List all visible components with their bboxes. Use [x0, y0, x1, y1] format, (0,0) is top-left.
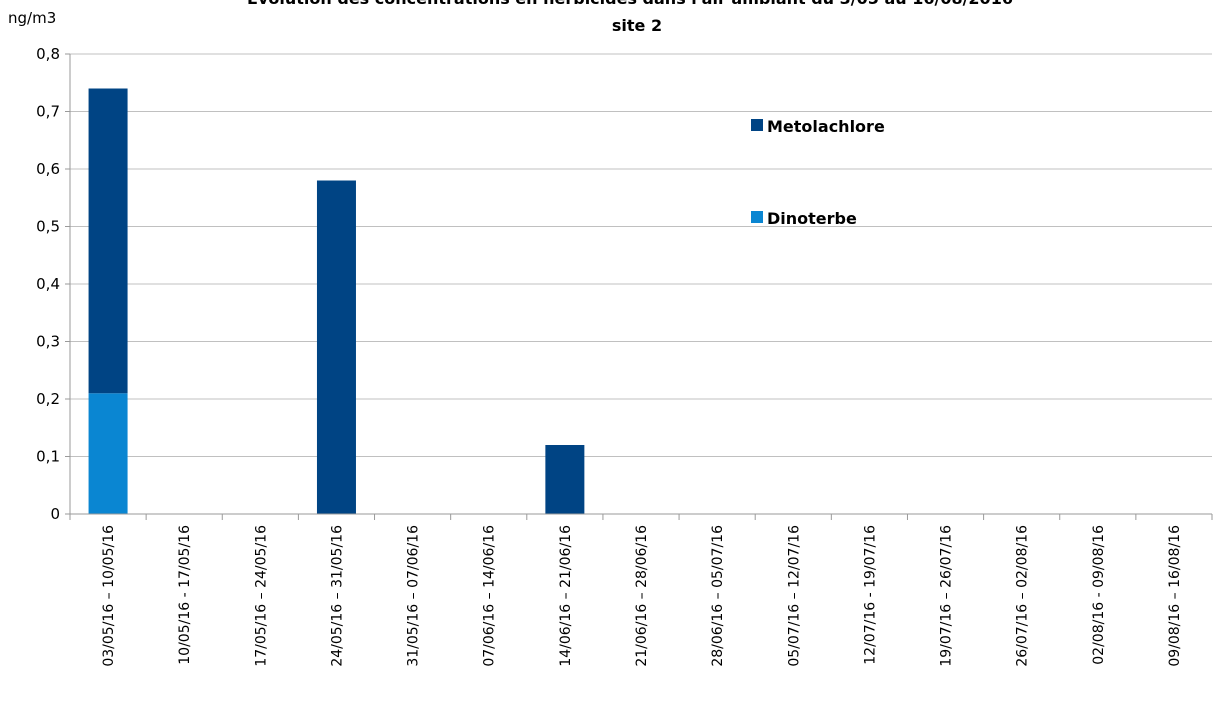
- x-tick-label: 09/08/16 – 16/08/16: [1167, 525, 1183, 667]
- y-tick-label: 0,4: [36, 275, 60, 293]
- x-tick-label: 12/07/16 - 19/07/16: [862, 525, 878, 665]
- chart-subtitle: site 2: [612, 16, 662, 35]
- bar-metolachlore-6: [545, 445, 585, 514]
- x-tick-label: 02/08/16 - 09/08/16: [1091, 525, 1107, 665]
- legend-item-metolachlore: Metolachlore: [751, 117, 885, 136]
- x-tick-label: 17/05/16 – 24/05/16: [253, 525, 269, 667]
- y-tick-label: 0,6: [36, 160, 60, 178]
- y-tick-label: 0,8: [36, 45, 60, 63]
- x-tick-label: 10/05/16 - 17/05/16: [177, 525, 193, 665]
- x-tick-label: 31/05/16 – 07/06/16: [406, 525, 422, 667]
- x-tick-label: 28/06/16 – 05/07/16: [710, 525, 726, 667]
- y-tick-label: 0,7: [36, 103, 60, 121]
- bars: [88, 88, 585, 514]
- y-tick-label: 0: [50, 505, 60, 523]
- x-tick-label: 26/07/16 – 02/08/16: [1015, 525, 1031, 667]
- legend: Metolachlore Dinoterbe: [751, 117, 885, 228]
- x-tick-label: 19/07/16 – 26/07/16: [939, 525, 955, 667]
- grid: [70, 53, 1212, 457]
- y-tick-label: 0,3: [36, 333, 60, 351]
- x-tick-label: 05/07/16 – 12/07/16: [786, 525, 802, 667]
- axes: [65, 53, 1213, 520]
- bar-dinoterbe-0: [88, 393, 128, 514]
- y-tick-label: 0,2: [36, 390, 60, 408]
- x-tick-label: 07/06/16 – 14/06/16: [482, 525, 498, 667]
- legend-item-dinoterbe: Dinoterbe: [751, 209, 857, 228]
- legend-label-dinoterbe: Dinoterbe: [767, 209, 857, 228]
- legend-label-metolachlore: Metolachlore: [767, 117, 885, 136]
- tick-labels: 0 0,1 0,2 0,3 0,4 0,5 0,6 0,7 0,8 03/05/16 – 10/0…: [36, 45, 1183, 667]
- y-tick-label: 0,5: [36, 218, 60, 236]
- x-tick-label: 14/06/16 – 21/06/16: [558, 525, 574, 667]
- bar-metolachlore-3: [316, 180, 356, 514]
- y-axis-label: ng/m3: [8, 9, 56, 27]
- x-tick-label: 21/06/16 – 28/06/16: [634, 525, 650, 667]
- legend-swatch-metolachlore: [751, 119, 763, 131]
- chart-title: Evolution des concentrations en herbicid…: [247, 0, 1013, 8]
- y-tick-label: 0,1: [36, 448, 60, 466]
- x-tick-label: 03/05/16 – 10/05/16: [101, 525, 117, 667]
- bar-metolachlore-0: [88, 88, 128, 394]
- legend-swatch-dinoterbe: [751, 211, 763, 223]
- x-tick-label: 24/05/16 – 31/05/16: [329, 525, 345, 667]
